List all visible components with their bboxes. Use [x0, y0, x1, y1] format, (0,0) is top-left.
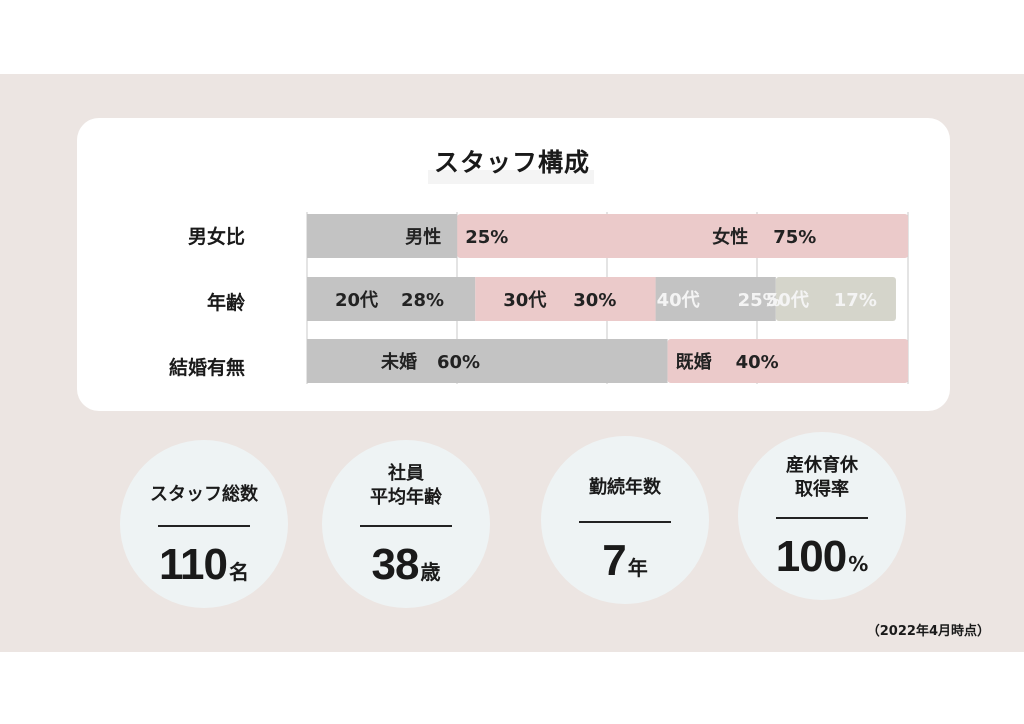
- stat-unit: 名: [228, 560, 249, 584]
- bar-segment: [655, 277, 776, 321]
- stat-value: 100%: [738, 532, 906, 582]
- stat-label: スタッフ総数: [150, 484, 258, 505]
- stat-value: 38 歳: [322, 540, 490, 590]
- row-label-age: 年齢: [206, 292, 245, 314]
- bar-segment: [667, 339, 908, 383]
- segment-value: 25%: [465, 227, 508, 248]
- row-label-marital: 結婚有無: [168, 357, 245, 379]
- row-label-gender: 男女比: [187, 226, 245, 248]
- stat-unit: 歳: [420, 560, 441, 584]
- stat-number: 100: [775, 532, 847, 581]
- segment-value: 30%: [573, 290, 616, 311]
- segment-label: 30代: [503, 290, 546, 311]
- stat-number: 7: [602, 536, 627, 585]
- segment-label: 40代: [657, 290, 700, 311]
- bar-segment: [457, 214, 908, 258]
- bar-segment: [307, 339, 668, 383]
- stat-divider: [579, 521, 671, 523]
- page-title: スタッフ構成: [433, 148, 590, 177]
- stat-label: 勤続年数: [589, 477, 661, 498]
- date-note: （2022年4月時点）: [866, 624, 990, 639]
- bar-segment: [307, 214, 458, 258]
- title-underline: [428, 170, 594, 184]
- segment-label: 20代: [335, 290, 378, 311]
- bar-segment: [775, 277, 896, 321]
- segment-value: 28%: [401, 290, 444, 311]
- segment-value: 60%: [437, 352, 480, 373]
- stat-unit: %: [848, 552, 869, 576]
- stat-label-line-1: 産休育休: [786, 455, 858, 476]
- segment-label: 女性: [712, 226, 748, 248]
- stat-number: 110: [159, 540, 228, 589]
- bar-segment: [475, 277, 656, 321]
- segment-label: 既婚: [676, 351, 712, 373]
- segment-label: 未婚: [381, 351, 417, 373]
- stat-value: 110 名: [120, 540, 288, 590]
- stat-circle-total-staff: スタッフ総数 110 名: [120, 440, 288, 608]
- stat-number: 38: [371, 540, 420, 589]
- stat-label-line-2: 平均年齢: [370, 487, 442, 508]
- segment-value: 75%: [773, 227, 816, 248]
- segment-label: 男性: [405, 226, 441, 248]
- segment-value: 25%: [738, 290, 781, 311]
- stat-circle-parental-leave-rate: 産休育休 取得率 100%: [738, 432, 906, 600]
- bar-segment: [307, 277, 476, 321]
- stat-divider: [158, 525, 250, 527]
- stat-divider: [360, 525, 452, 527]
- stat-unit: 年: [627, 556, 648, 580]
- segment-value: 17%: [834, 290, 877, 311]
- segment-value: 40%: [736, 352, 779, 373]
- stat-label-line-2: 取得率: [795, 479, 849, 500]
- segment-label: 50代: [766, 290, 809, 311]
- stat-circle-average-age: 社員 平均年齢 38 歳: [322, 440, 490, 608]
- stat-divider: [776, 517, 868, 519]
- stat-label-line-1: 社員: [388, 463, 424, 484]
